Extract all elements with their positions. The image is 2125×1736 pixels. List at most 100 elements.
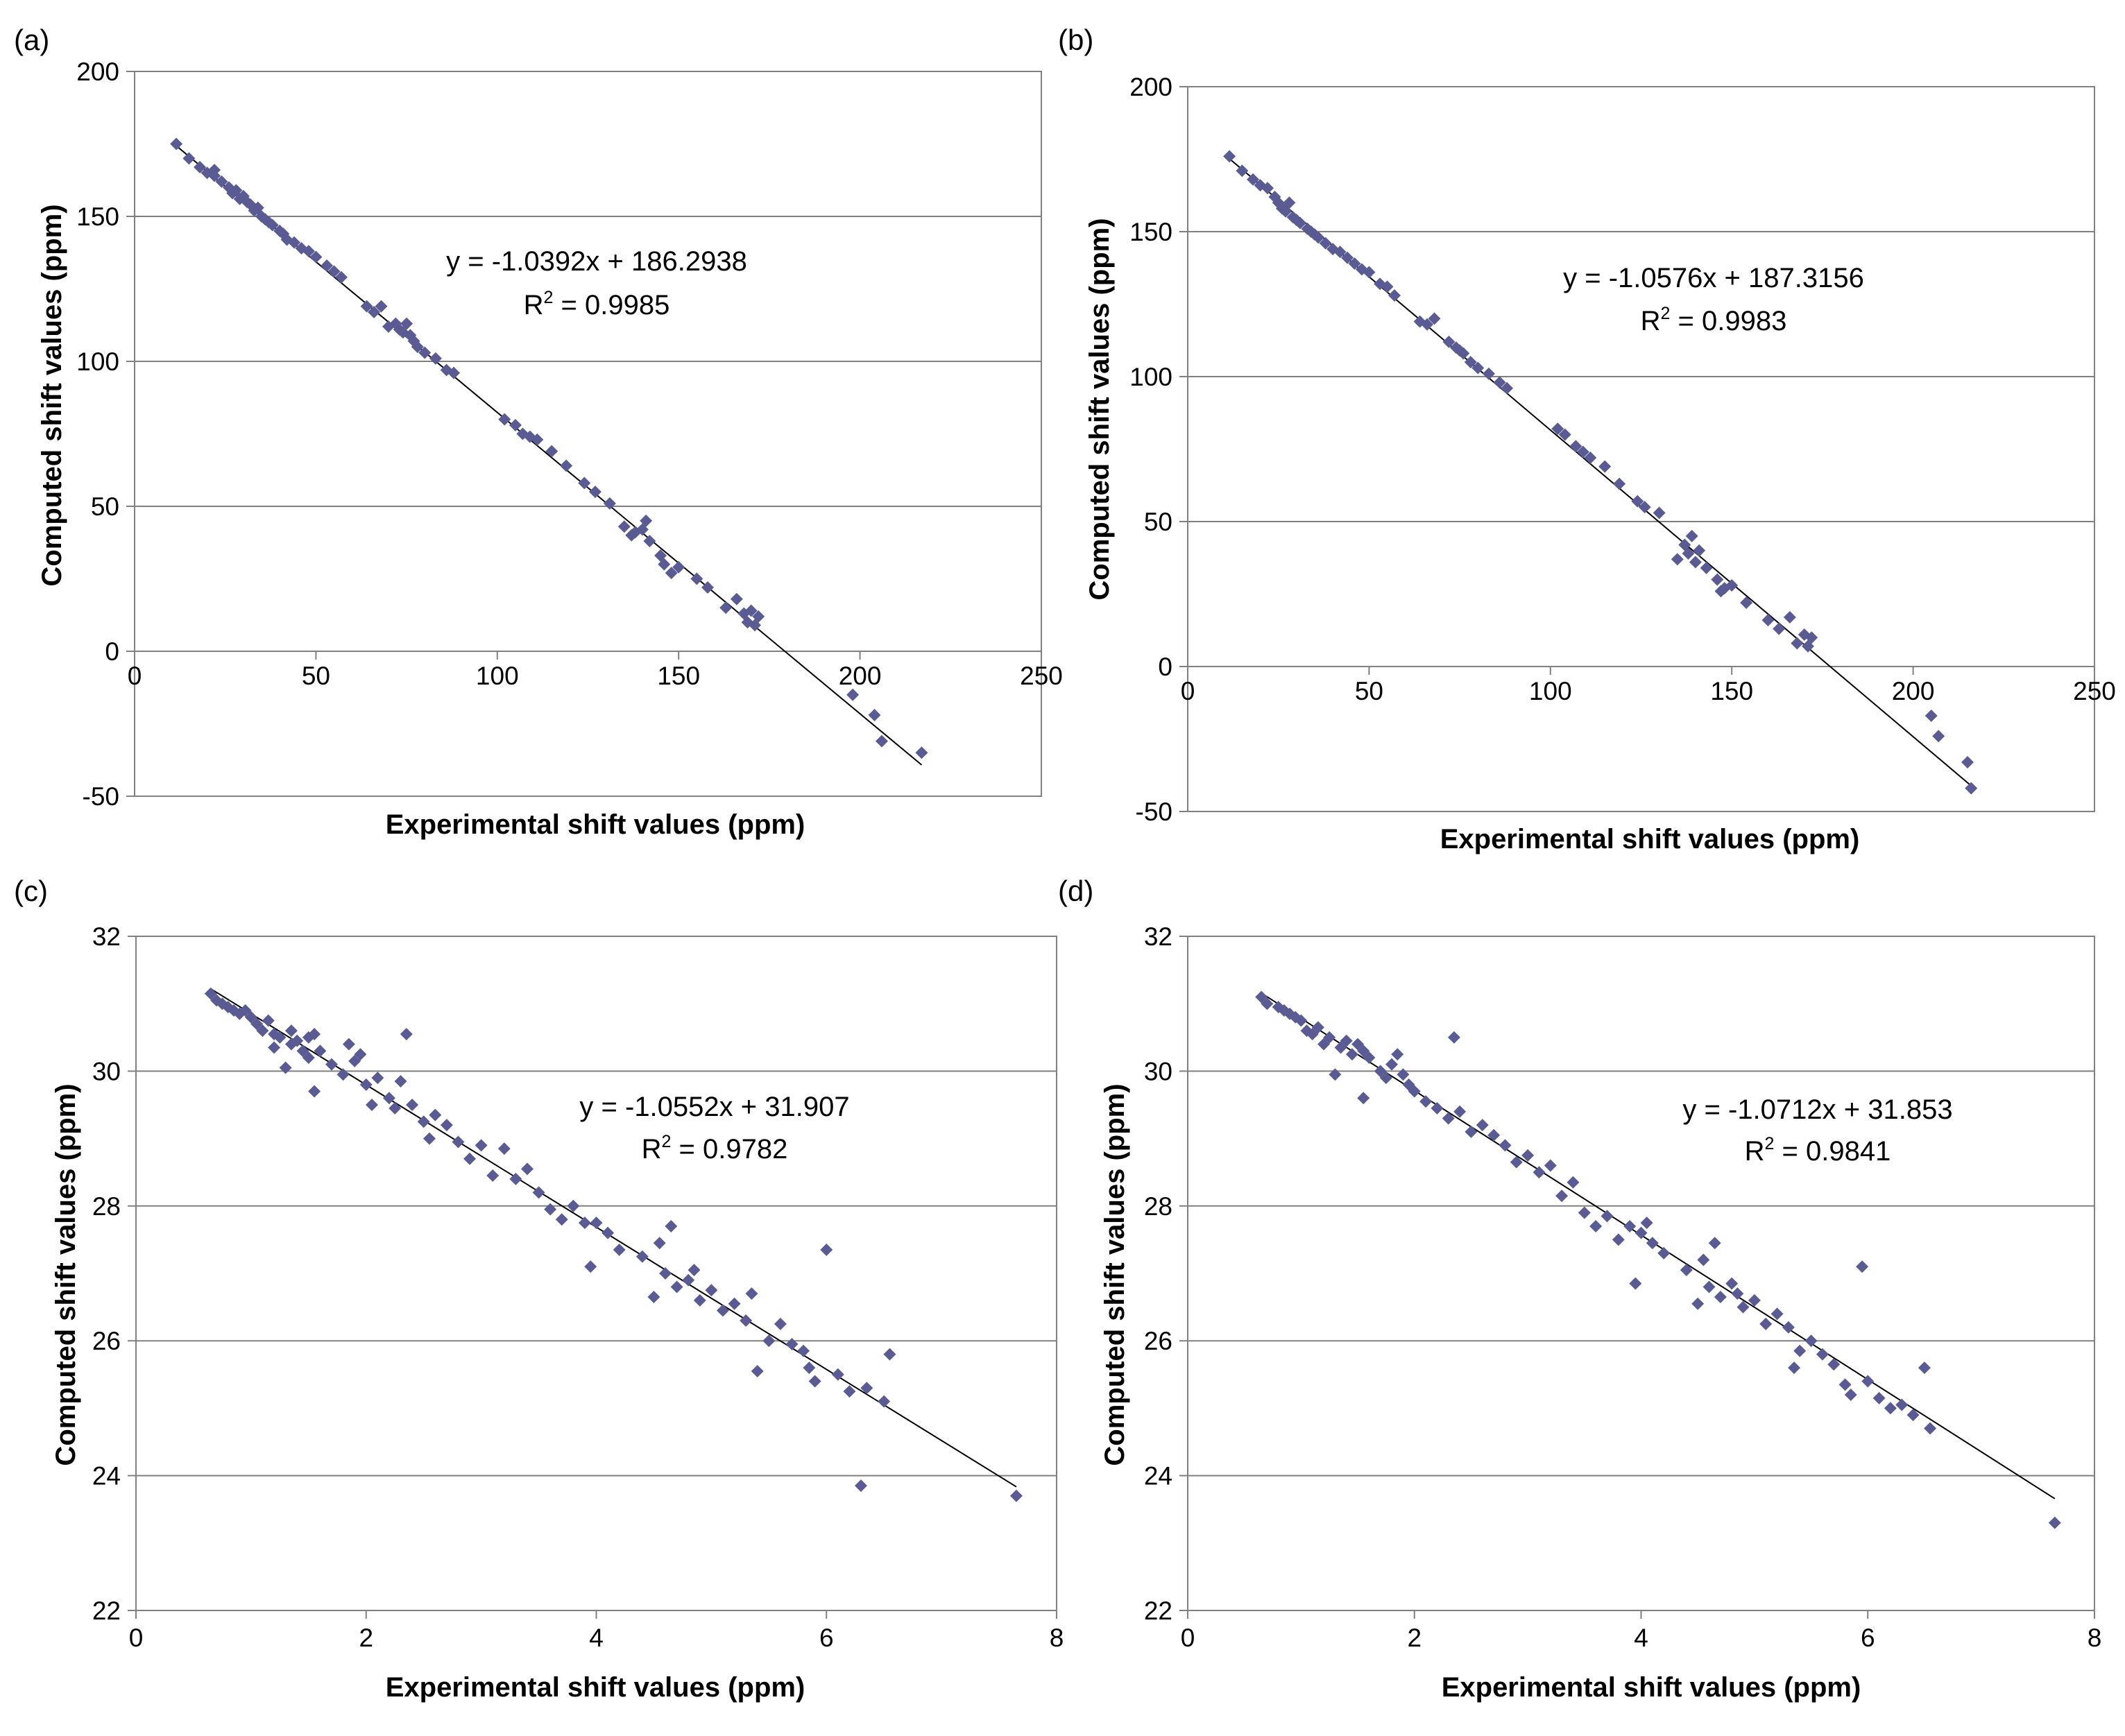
data-point [309,250,323,264]
trendline-equation: y = -1.0712x + 31.853 [1682,1094,1952,1125]
data-point [1589,1219,1603,1232]
data-point [1629,1277,1642,1290]
x-tick-label: 6 [1861,1624,1875,1652]
r-squared-label: R2 = 0.9985 [524,288,670,320]
data-point [1711,573,1724,586]
data-point [745,1287,758,1300]
y-tick-label: 32 [92,922,121,951]
data-point [1697,1253,1710,1266]
data-point [640,514,653,527]
y-tick-label: 22 [1144,1597,1172,1625]
data-point [1283,196,1296,209]
data-point [1009,1489,1023,1502]
x-tick-label: 4 [1634,1624,1648,1652]
y-tick-label: 28 [1144,1192,1172,1221]
data-point [1736,1300,1750,1314]
data-point [728,1297,741,1310]
data-point [1714,1291,1727,1304]
data-point [239,1004,252,1017]
data-point [1381,280,1394,293]
data-point [1333,246,1347,259]
data-point [831,1368,844,1381]
data-point [296,1045,309,1058]
y-tick-label: 22 [92,1597,121,1625]
data-point [1442,335,1456,348]
data-point [215,175,228,188]
data-point [883,1348,896,1361]
y-tick-label: 0 [105,637,119,666]
data-point [334,270,348,284]
data-point [498,413,511,426]
data-point [2048,1516,2061,1529]
data-point [1725,1277,1739,1290]
x-tick-label: 2 [1407,1624,1422,1652]
data-point [1487,1128,1501,1142]
data-point [1906,1409,1920,1422]
data-point [1391,1048,1404,1061]
data-point [868,708,881,721]
x-tick-label: 200 [839,662,882,690]
y-tick-label: 0 [1158,653,1172,681]
data-point [560,459,573,472]
data-point [643,535,656,548]
r-squared-value: = 0.9782 [671,1134,787,1165]
data-point [288,236,301,249]
data-point [1385,1058,1399,1071]
data-point [509,1172,522,1185]
panel-label: (c) [14,875,48,907]
x-tick-label: 0 [1181,1624,1195,1652]
y-tick-label: 150 [76,203,119,231]
data-point [785,1338,799,1351]
y-axis-title: Computed shift values (ppm) [51,1083,81,1466]
y-tick-label: 32 [1144,922,1172,951]
y-tick-label: 50 [1144,508,1172,536]
data-point [321,259,334,273]
y-tick-label: -50 [1136,798,1172,826]
data-point [1408,1085,1421,1098]
y-tick-label: 26 [1144,1327,1172,1355]
data-point [1804,1334,1818,1348]
data-point [1576,445,1589,458]
data-point [1510,1155,1523,1169]
data-point [423,1132,436,1145]
x-tick-label: 2 [359,1624,373,1652]
x-tick-label: 250 [2073,677,2116,705]
data-point [1631,495,1644,508]
data-point [463,1152,477,1165]
data-point [314,1045,327,1058]
data-point [308,1027,321,1040]
data-point [1261,182,1274,195]
data-point [808,1375,821,1388]
data-point [531,433,544,446]
plot-area-border [1187,86,2095,812]
x-tick-label: 250 [1020,662,1063,690]
data-point [716,1304,729,1317]
data-point [268,1041,281,1054]
y-tick-label: 26 [92,1327,121,1355]
data-point [1725,578,1739,592]
data-point [613,1243,626,1256]
data-point [1311,1021,1324,1034]
data-point [1379,1072,1392,1085]
data-point [1612,1233,1625,1246]
data-point [1348,257,1361,270]
data-point [1464,356,1477,369]
data-point [1319,237,1332,250]
data-point [1646,1237,1659,1250]
data-point [545,445,558,458]
trendline [1261,992,2056,1499]
r-squared-prefix: R [524,290,544,320]
data-point [1388,289,1401,302]
data-point [366,1099,379,1111]
data-point [475,1139,488,1152]
x-axis-title: Experimental shift values (ppm) [386,809,805,840]
x-tick-label: 50 [302,662,330,690]
y-tick-label: 30 [92,1057,121,1085]
y-tick-label: 200 [76,58,119,86]
data-point [1671,553,1684,566]
y-tick-label: 100 [1129,363,1172,391]
data-point [744,604,758,617]
data-point [658,558,671,571]
